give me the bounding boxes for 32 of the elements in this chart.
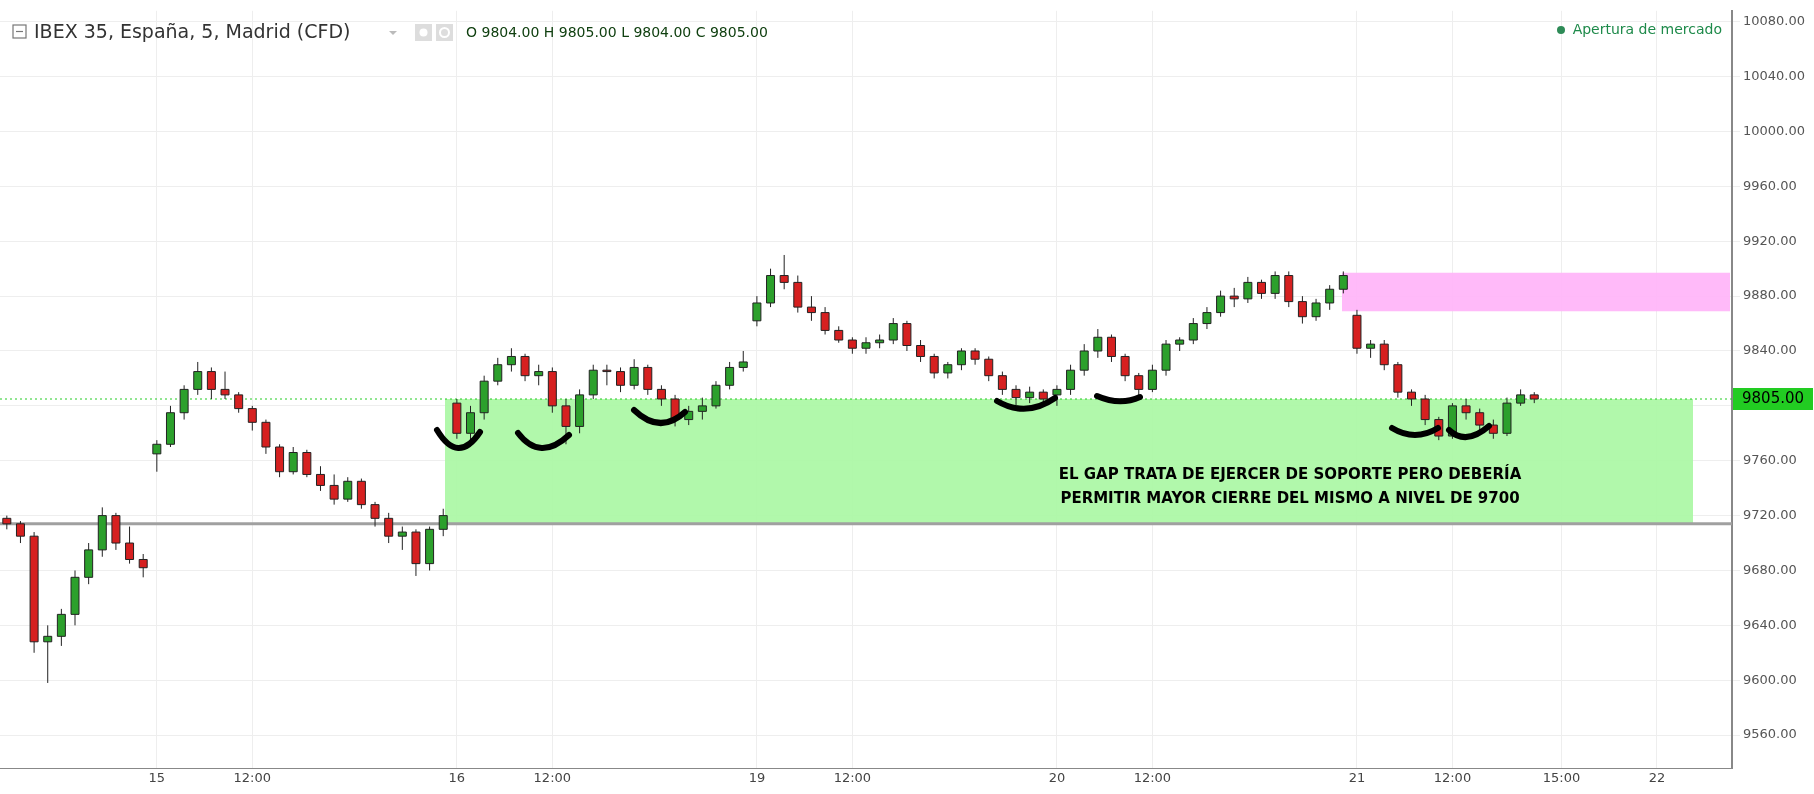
y-tick-label: 10000.00 xyxy=(1743,122,1806,138)
x-tick-label: 15 xyxy=(148,770,166,786)
candlestick xyxy=(616,366,626,393)
x-tick-label: 21 xyxy=(1348,770,1366,786)
text: O 9804.00 H 9805.00 L 9804.00 C 9805.00 xyxy=(466,23,768,40)
x-tick-label: 12:00 xyxy=(533,770,572,786)
x-tick-label: 12:00 xyxy=(1133,770,1172,786)
x-tick-label: 15:00 xyxy=(1542,770,1581,786)
x-tick-label: 12:00 xyxy=(233,770,272,786)
y-tick-label: 9640.00 xyxy=(1743,616,1797,632)
y-tick-label: 9760.00 xyxy=(1743,452,1797,468)
y-tick-label: 9880.00 xyxy=(1743,287,1797,303)
x-tick-label: 20 xyxy=(1048,770,1066,786)
candlestick xyxy=(466,405,475,441)
y-tick-label: 9840.00 xyxy=(1743,342,1797,358)
annotation: EL GAP TRATA DE EJERCER DE SOPORTE PERO DEBERÍA PERMITIR MAYOR CIERRE DEL MISMO A NIVEL DE 9700 xyxy=(1058,463,1522,507)
annotation: Apertura de mercado xyxy=(1572,20,1722,37)
ref-line-label: 9805.00 xyxy=(1742,388,1805,407)
y-tick-label: 9960.00 xyxy=(1743,177,1797,193)
y-tick-label: 9560.00 xyxy=(1743,726,1797,742)
y-tick-label: 9600.00 xyxy=(1743,671,1797,687)
y-tick-label: 9720.00 xyxy=(1743,506,1797,522)
y-tick-label: 9680.00 xyxy=(1743,561,1797,577)
y-tick-label: 10080.00 xyxy=(1743,13,1806,29)
y-tick-label: 9920.00 xyxy=(1743,232,1797,248)
x-tick-label: 12:00 xyxy=(833,770,872,786)
x-tick-label: 22 xyxy=(1648,770,1666,786)
text: IBEX 35, España, 5, Madrid (CFD) xyxy=(34,19,351,42)
x-tick-label: 19 xyxy=(748,770,766,786)
y-tick-label: 10040.00 xyxy=(1743,68,1806,84)
x-tick-label: 16 xyxy=(448,770,466,786)
x-tick-label: 12:00 xyxy=(1433,770,1472,786)
